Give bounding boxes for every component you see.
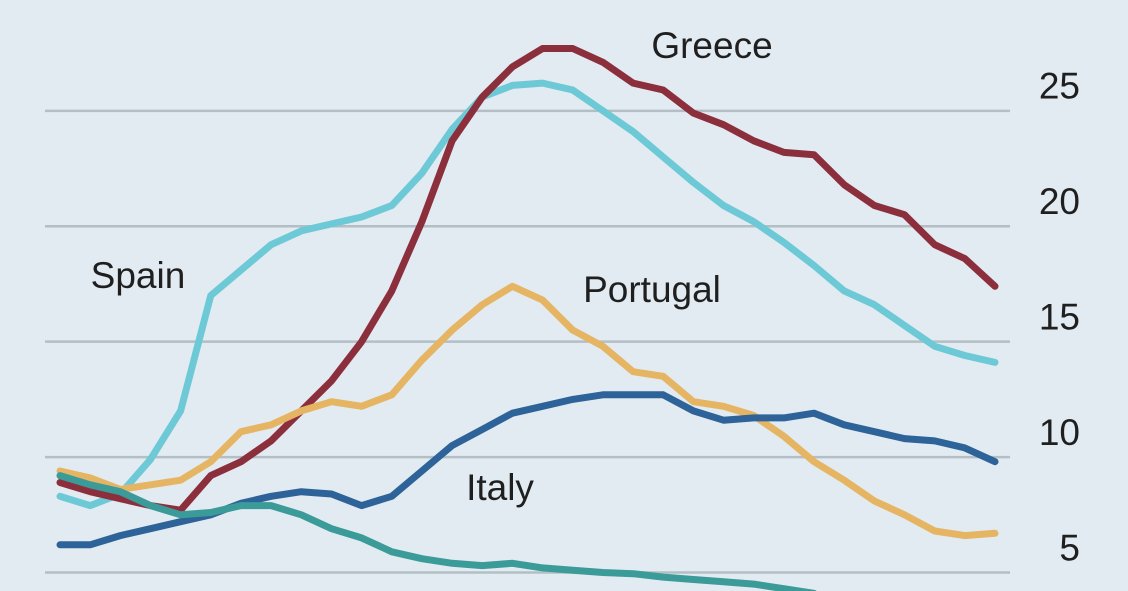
- lines: [56, 45, 999, 591]
- series-label: Portugal: [583, 269, 721, 310]
- series-line: [56, 79, 999, 510]
- series-line: [56, 282, 999, 540]
- series-label: Spain: [91, 255, 186, 296]
- series-line: [56, 45, 999, 514]
- y-tick-label: 5: [1059, 527, 1080, 568]
- y-tick-label: 20: [1039, 181, 1080, 222]
- y-tick-label: 15: [1039, 296, 1080, 337]
- series-label: Italy: [466, 467, 534, 508]
- labels: 5 10 15 20 25 Spain Greece Portugal Italy: [91, 25, 1080, 569]
- series-line: [56, 472, 817, 591]
- series-label: Greece: [651, 25, 772, 66]
- y-tick-label: 25: [1039, 66, 1080, 107]
- y-tick-label: 10: [1039, 412, 1080, 453]
- grid: [45, 109, 1010, 574]
